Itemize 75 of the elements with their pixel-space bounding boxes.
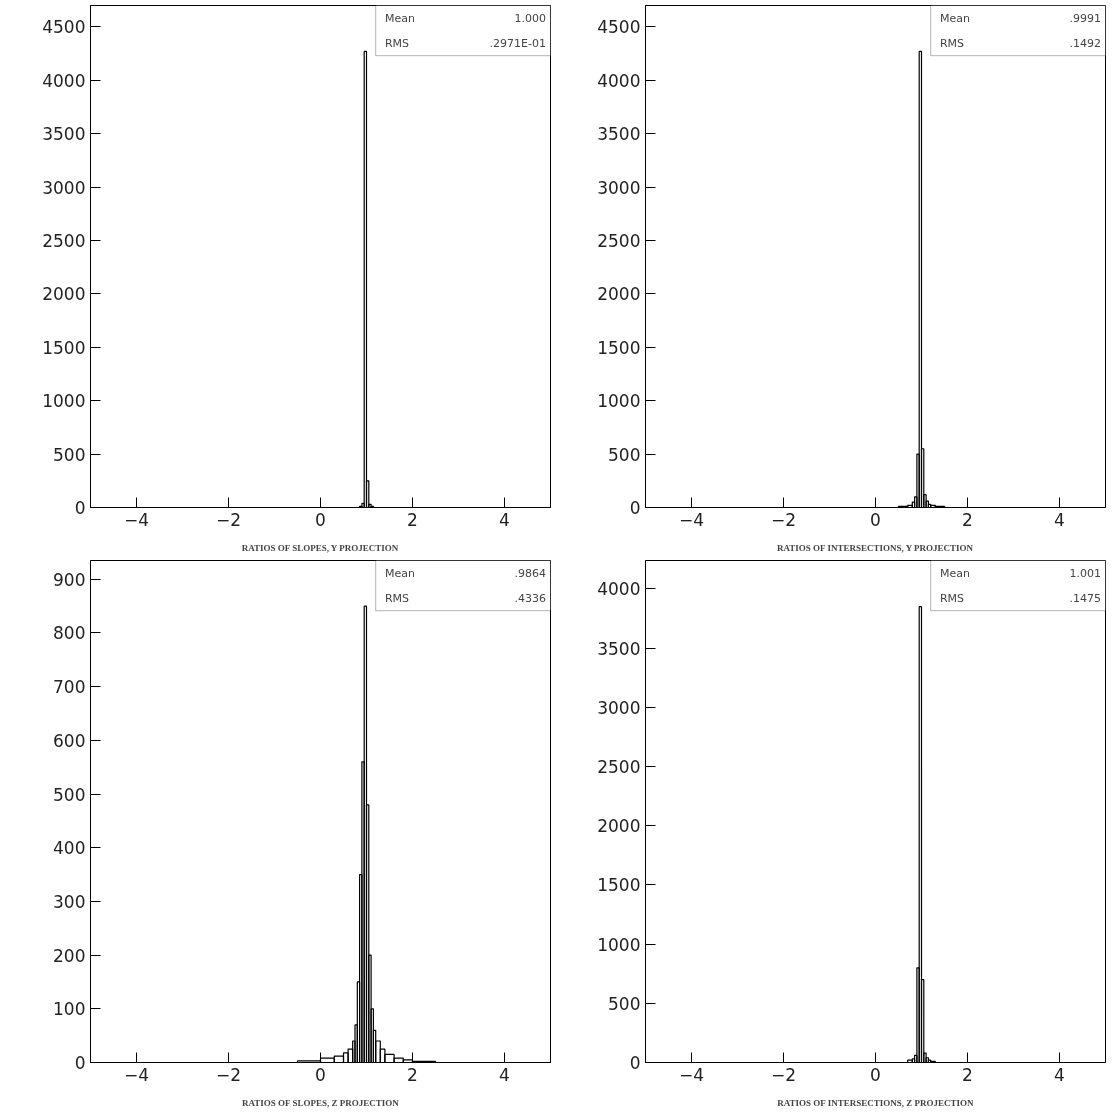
annotation: 1.000 [514, 12, 546, 26]
y-tick-label: 1500 [597, 337, 641, 358]
y-tick-label: 500 [53, 444, 86, 465]
x-tick-label: 4 [1054, 509, 1065, 530]
y-tick-label: 1000 [597, 391, 641, 412]
y-tick-label: 900 [53, 569, 86, 590]
y-tick-label: 100 [53, 999, 86, 1020]
y-tick-label: 3000 [42, 177, 86, 198]
y-tick-label: 600 [53, 730, 86, 751]
x-tick-label: −2 [215, 509, 242, 530]
annotation: .2971E-01 [489, 36, 546, 50]
x-tick-label: −2 [770, 509, 797, 530]
y-tick-label: 500 [608, 993, 641, 1014]
y-tick-label: 2000 [42, 284, 86, 305]
annotation: Mean [384, 566, 415, 580]
y-tick-label: 200 [53, 945, 86, 966]
y-tick-label: 3500 [597, 638, 641, 659]
annotation: RMS [939, 591, 965, 605]
y-tick-label: 1500 [42, 337, 86, 358]
y-tick-label: 500 [608, 444, 641, 465]
x-tick-label: −4 [123, 509, 150, 530]
x-tick-label: −2 [770, 1064, 797, 1085]
y-tick-label: 4500 [42, 17, 86, 38]
annotation: RMS [939, 36, 965, 50]
x-axis-title: RATIOS OF SLOPES, Z PROJECTION [241, 1097, 400, 1108]
annotation: RMS [384, 591, 410, 605]
x-axis-title: RATIOS OF SLOPES, Y PROJECTION [241, 542, 399, 553]
y-tick-label: 2500 [42, 230, 86, 251]
x-tick-label: 2 [407, 509, 418, 530]
x-axis-title: RATIOS OF INTERSECTIONS, Z PROJECTION [777, 1097, 974, 1108]
x-tick-label: −4 [123, 1064, 150, 1085]
y-tick-label: 3500 [597, 124, 641, 145]
y-tick-label: 4000 [42, 70, 86, 91]
y-tick-label: 1500 [597, 875, 641, 896]
annotation: Mean [384, 11, 415, 25]
y-tick-label: 2000 [597, 816, 641, 837]
y-tick-label: 500 [53, 784, 86, 805]
x-tick-label: 2 [962, 509, 973, 530]
x-tick-label: 0 [870, 509, 881, 530]
x-tick-label: −4 [678, 1064, 705, 1085]
x-tick-label: 0 [315, 1064, 326, 1085]
x-tick-label: 2 [962, 1064, 973, 1085]
y-tick-label: 700 [53, 677, 86, 698]
y-tick-label: 3500 [42, 124, 86, 145]
y-tick-label: 1000 [42, 391, 86, 412]
y-tick-label: 300 [53, 891, 86, 912]
y-tick-label: 2500 [597, 757, 641, 778]
x-tick-label: −4 [678, 509, 705, 530]
y-tick-label: 3000 [597, 697, 641, 718]
y-tick-label: 4500 [597, 17, 641, 38]
y-tick-label: 3000 [597, 177, 641, 198]
y-tick-label: 2000 [597, 284, 641, 305]
y-tick-label: 800 [53, 623, 86, 644]
y-tick-label: 1000 [597, 934, 641, 955]
annotation: .1492 [1069, 37, 1101, 51]
annotation: .4336 [514, 592, 546, 606]
annotation: .1475 [1069, 592, 1101, 606]
x-tick-label: 4 [1054, 1064, 1065, 1085]
y-tick-label: 4000 [597, 579, 641, 600]
annotation: RMS [384, 36, 410, 50]
annotation: Mean [939, 11, 970, 25]
x-tick-label: 4 [499, 509, 510, 530]
y-tick-label: 400 [53, 838, 86, 859]
x-tick-label: 0 [315, 509, 326, 530]
x-tick-label: 0 [870, 1064, 881, 1085]
x-tick-label: 4 [499, 1064, 510, 1085]
y-tick-label: 4000 [597, 70, 641, 91]
x-tick-label: 2 [407, 1064, 418, 1085]
x-tick-label: −2 [215, 1064, 242, 1085]
y-tick-label: 2500 [597, 230, 641, 251]
annotation: .9864 [514, 567, 546, 581]
annotation: 1.001 [1069, 567, 1101, 581]
annotation: .9991 [1069, 12, 1101, 26]
annotation: Mean [939, 566, 970, 580]
x-axis-title: RATIOS OF INTERSECTIONS, Y PROJECTION [776, 542, 974, 553]
